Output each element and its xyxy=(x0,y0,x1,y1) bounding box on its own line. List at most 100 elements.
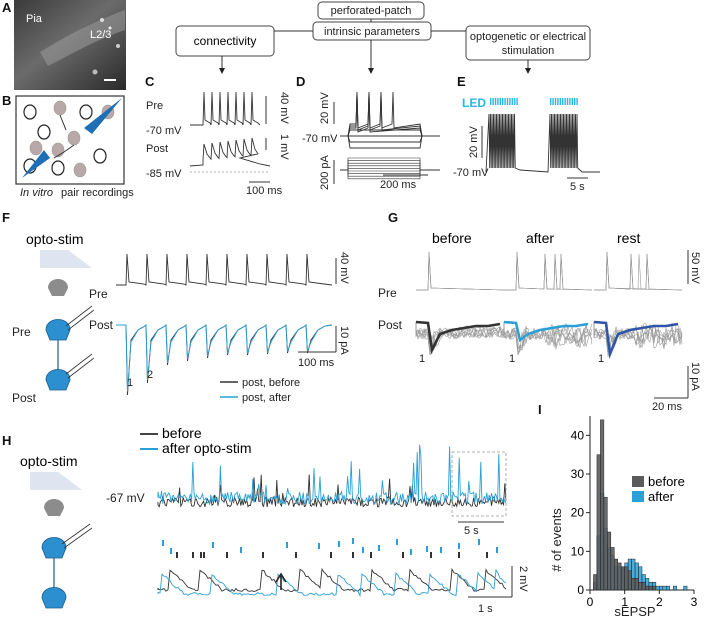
g-post-sweep xyxy=(503,322,593,356)
led-pulse xyxy=(574,98,576,105)
panel-letter-a: A xyxy=(2,0,12,15)
h-legend-after: after opto-stim xyxy=(162,440,251,456)
flow-chart xyxy=(175,1,591,74)
h-tick-after xyxy=(240,547,242,553)
led-pulse xyxy=(564,98,566,105)
i-legend-after: after xyxy=(648,489,675,504)
g-after-label: after xyxy=(526,230,554,246)
h-bottom-after-trace xyxy=(157,568,507,598)
g-post-label: Post xyxy=(378,318,403,332)
d-voltage-sweep xyxy=(340,129,440,137)
d-voltage-sweep xyxy=(340,91,440,137)
led-pulse xyxy=(506,98,509,105)
h-tick-after xyxy=(212,542,214,548)
f-neuron-schematic xyxy=(40,250,95,391)
i-bar-before xyxy=(631,578,636,591)
led-pulse xyxy=(554,98,557,105)
g-peak-1c: 1 xyxy=(598,353,604,365)
h-tick-after xyxy=(396,539,398,545)
i-bar-before xyxy=(645,585,650,591)
h-tick-before xyxy=(295,552,297,558)
perforated-patch-label: perforated-patch xyxy=(331,5,412,17)
g-pre-sweep xyxy=(594,251,683,291)
panel-letter-b: B xyxy=(2,93,11,108)
panel-letter-c: C xyxy=(145,74,155,89)
led-pulse xyxy=(566,98,569,105)
intrinsic-parameters-label: intrinsic parameters xyxy=(324,26,420,38)
led-pulse xyxy=(516,98,518,105)
h-tick-before xyxy=(330,552,332,558)
h-tick-after xyxy=(440,547,442,553)
i-xtick-label: 1 xyxy=(621,595,628,609)
d-scale-t: 200 ms xyxy=(380,179,417,191)
i-bar-before xyxy=(600,419,605,591)
f-pre-trace xyxy=(116,253,333,286)
h-scale-bars xyxy=(468,566,513,598)
h-tick-after xyxy=(352,538,354,544)
stim-arrow-icon xyxy=(275,572,287,590)
f-pre-trace-label: Pre xyxy=(89,287,108,301)
stim-label-line1: optogenetic or electrical xyxy=(470,31,586,43)
d-scale-v: 20 mV xyxy=(319,92,331,124)
h-tick-after xyxy=(378,545,380,551)
h-tick-after xyxy=(496,547,498,553)
h-tick-after xyxy=(458,543,460,549)
g-scale-v: 50 mV xyxy=(689,252,701,284)
panel-letter-e: E xyxy=(457,74,466,89)
c-v-post: -85 mV xyxy=(146,168,182,180)
f-opto-label: opto-stim xyxy=(26,231,84,247)
g-pre-sweep xyxy=(416,251,505,291)
e-v-label: -70 mV xyxy=(453,167,489,179)
h-scale-t1: 5 s xyxy=(464,525,479,537)
g-post-sweep xyxy=(415,322,505,354)
i-xlabel: sEPSP xyxy=(614,604,655,619)
led-pulse xyxy=(576,98,578,105)
h-tick-before xyxy=(203,552,205,558)
g-scale-bars xyxy=(654,250,689,399)
c-scale-v2: 1 mV xyxy=(278,134,290,160)
g-pre-label: Pre xyxy=(378,286,397,300)
led-pulse xyxy=(552,98,554,105)
i-bar-after xyxy=(655,585,660,591)
c-post-trace xyxy=(189,137,271,167)
h-tick-before xyxy=(200,552,202,558)
i-bar-before xyxy=(610,547,615,591)
f-scale-i: 10 pA xyxy=(338,326,350,355)
g-post-sweep xyxy=(593,322,683,355)
i-bar-after xyxy=(683,585,688,591)
panel-letter-g: G xyxy=(388,210,398,225)
g-post-sweep xyxy=(503,322,593,351)
led-pulse xyxy=(571,98,573,105)
led-pulse xyxy=(514,98,516,105)
f-post-cell-label: Post xyxy=(12,391,37,405)
led-pulse xyxy=(509,98,511,105)
i-bar-after xyxy=(666,585,670,591)
f-legend-before: post, before xyxy=(242,377,300,389)
h-tick-before xyxy=(192,552,194,558)
connectivity-label: connectivity xyxy=(194,34,257,48)
i-bar-before xyxy=(603,496,608,591)
g-average-trace xyxy=(593,320,679,360)
led-pulse xyxy=(569,98,571,105)
sepsp-histogram: 0 10 20 30 40 0 1 2 3 xyxy=(571,416,698,609)
f-scale-v: 40 mV xyxy=(338,252,350,284)
i-xtick-label: 2 xyxy=(656,595,663,609)
panel-letter-i: I xyxy=(538,402,542,417)
e-scale-t: 5 s xyxy=(570,181,585,193)
i-legend-before: before xyxy=(648,474,685,489)
d-current-step xyxy=(340,169,440,180)
c-post-label: Post xyxy=(146,143,168,155)
f-scale-t: 100 ms xyxy=(298,357,335,369)
i-ytick-label: 30 xyxy=(571,467,585,481)
h-event-ticks xyxy=(162,538,498,558)
e-scale-bars xyxy=(481,126,588,179)
led-pulse xyxy=(504,98,506,105)
h-tick-after xyxy=(338,541,340,547)
h-tick-before xyxy=(486,552,488,558)
led-pulse xyxy=(499,98,501,105)
h-tick-before xyxy=(370,552,372,558)
d-current-step xyxy=(340,162,440,171)
i-xtick-label: 3 xyxy=(691,595,698,609)
f-peak-2: 2 xyxy=(147,369,153,381)
i-ytick-label: 40 xyxy=(571,428,585,442)
